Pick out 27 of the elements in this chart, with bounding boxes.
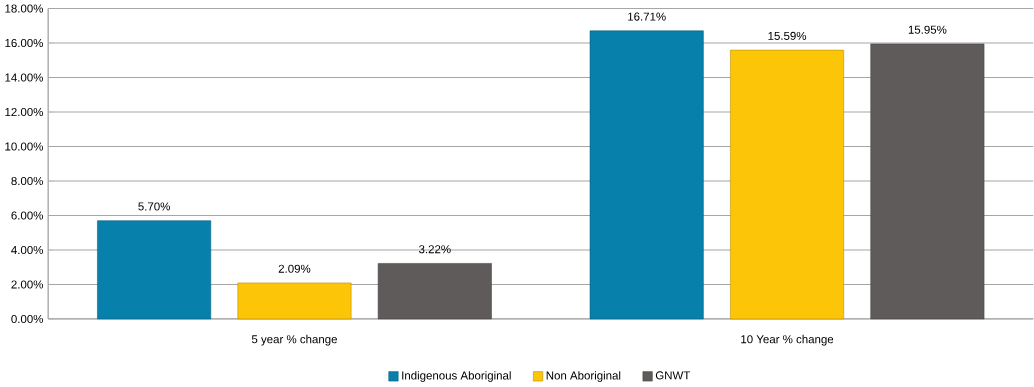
bar	[377, 263, 492, 320]
y-tick-label: 10.00%	[5, 142, 43, 151]
y-tick-label: 4.00%	[11, 245, 43, 255]
y-tick-label: 6.00%	[11, 211, 43, 220]
data-label: 3.22%	[419, 245, 451, 254]
bar	[589, 30, 704, 320]
data-label: 5.70%	[138, 202, 170, 211]
legend-label: Non Aboriginal	[546, 371, 621, 382]
x-tick-label: 5 year % change	[251, 334, 337, 346]
bar	[97, 220, 212, 320]
legend-label: GNWT	[655, 371, 691, 380]
y-tick-label: 8.00%	[11, 176, 43, 186]
data-label: 15.95%	[908, 25, 947, 34]
bar	[730, 49, 844, 320]
legend-label: Indigenous Aboriginal	[402, 371, 511, 382]
y-tick-label: 16.00%	[5, 39, 43, 48]
y-tick-label: 12.00%	[5, 108, 43, 117]
bar	[237, 282, 352, 320]
y-tick-label: 2.00%	[11, 280, 43, 289]
data-label: 2.09%	[278, 264, 311, 273]
y-tick-label: 18.00%	[5, 4, 43, 13]
bar	[870, 43, 985, 320]
data-label: 15.59%	[768, 31, 807, 40]
x-tick-label: 10 Year % change	[741, 334, 834, 346]
data-label: 16.71%	[628, 12, 666, 21]
y-tick-label: 14.00%	[5, 73, 43, 82]
y-tick-label: 0.00%	[11, 314, 43, 324]
